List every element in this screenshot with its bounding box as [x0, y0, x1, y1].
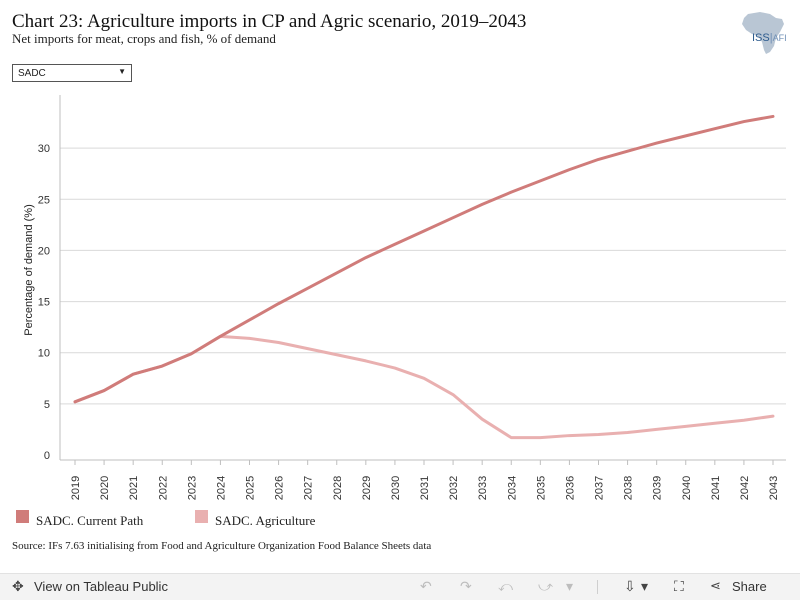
x-tick-label: 2037: [594, 476, 606, 500]
x-tick-label: 2025: [245, 476, 257, 500]
y-tick-label: 5: [44, 399, 50, 411]
view-on-tableau-link[interactable]: ✥ View on Tableau Public: [12, 578, 168, 594]
y-tick-label: 30: [38, 143, 50, 155]
x-tick-label: 2033: [477, 476, 489, 500]
legend-swatch-current-path: [16, 510, 29, 523]
toolbar-divider: [597, 580, 598, 594]
x-tick-label: 2031: [419, 476, 431, 500]
chevron-down-icon: ▼: [118, 67, 126, 76]
x-tick-label: 2026: [274, 476, 286, 500]
region-filter-dropdown[interactable]: SADC ▼: [12, 64, 132, 82]
x-tick-label: 2019: [70, 476, 82, 500]
x-tick-label: 2035: [535, 476, 547, 500]
x-tick-label: 2043: [768, 476, 780, 500]
share-label: Share: [732, 579, 767, 594]
source-note: Source: IFs 7.63 initialising from Food …: [12, 540, 432, 552]
x-tick-label: 2022: [157, 476, 169, 500]
x-tick-label: 2029: [361, 476, 373, 500]
view-on-tableau-label: View on Tableau Public: [34, 579, 168, 594]
legend-label-agriculture: SADC. Agriculture: [215, 513, 316, 528]
x-tick-label: 2021: [128, 476, 140, 500]
y-tick-label: 10: [38, 348, 50, 360]
region-filter-value: SADC: [18, 68, 46, 79]
redo-icon[interactable]: ↷: [460, 578, 472, 594]
x-tick-label: 2034: [506, 476, 518, 500]
series-line-current-path[interactable]: [73, 114, 775, 404]
fullscreen-icon[interactable]: ⛶: [674, 578, 684, 594]
x-tick-label: 2040: [681, 476, 693, 500]
x-tick-label: 2039: [652, 476, 664, 500]
revert-icon[interactable]: ⤺: [498, 578, 513, 594]
x-tick-label: 2042: [739, 476, 751, 500]
share-icon: ⋖: [710, 578, 721, 593]
x-tick-label: 2030: [390, 476, 402, 500]
y-axis-label: Percentage of demand (%): [23, 204, 35, 335]
chart-subtitle: Net imports for meat, crops and fish, % …: [12, 31, 276, 46]
share-button[interactable]: ⋖ Share: [710, 578, 767, 594]
logo-separator: |: [769, 32, 773, 44]
legend-label-current-path: SADC. Current Path: [36, 513, 144, 528]
x-tick-label: 2028: [332, 476, 344, 500]
tableau-toolbar: ✥ View on Tableau Public ↶ ↷ ⤺ ⤻ ▾ ⇩ ▾ ⛶…: [0, 573, 800, 600]
y-tick-label: 20: [38, 245, 50, 257]
chevron-down-icon[interactable]: ▾: [641, 578, 649, 594]
y-tick-label: 25: [38, 194, 50, 206]
x-tick-label: 2036: [564, 476, 576, 500]
x-tick-label: 2041: [710, 476, 722, 500]
x-tick-label: 2023: [186, 476, 198, 500]
forward-icon[interactable]: ⤻: [538, 578, 553, 594]
logo-suffix-text: AFI: [772, 33, 787, 43]
download-icon[interactable]: ⇩: [624, 578, 636, 594]
logo-main-text: ISS: [752, 32, 770, 44]
y-tick-label: 0: [44, 450, 50, 462]
x-tick-label: 2032: [448, 476, 460, 500]
legend-swatch-agriculture: [195, 510, 208, 523]
series-lines: [73, 114, 775, 440]
y-tick-label: 15: [38, 297, 50, 309]
series-line-agriculture[interactable]: [73, 334, 775, 440]
x-tick-label: 2038: [623, 476, 635, 500]
chart-title: Chart 23: Agriculture imports in CP and …: [12, 11, 527, 32]
x-tick-label: 2020: [99, 476, 111, 500]
chevron-down-icon[interactable]: ▾: [566, 578, 574, 594]
x-tick-label: 2027: [303, 476, 315, 500]
africa-map-icon: [742, 12, 784, 54]
move-icon: ✥: [12, 578, 24, 594]
undo-icon[interactable]: ↶: [420, 578, 432, 594]
brand-logo: ISS|AFI: [752, 32, 787, 44]
x-tick-label: 2024: [215, 476, 227, 500]
grid-lines: [60, 147, 786, 405]
